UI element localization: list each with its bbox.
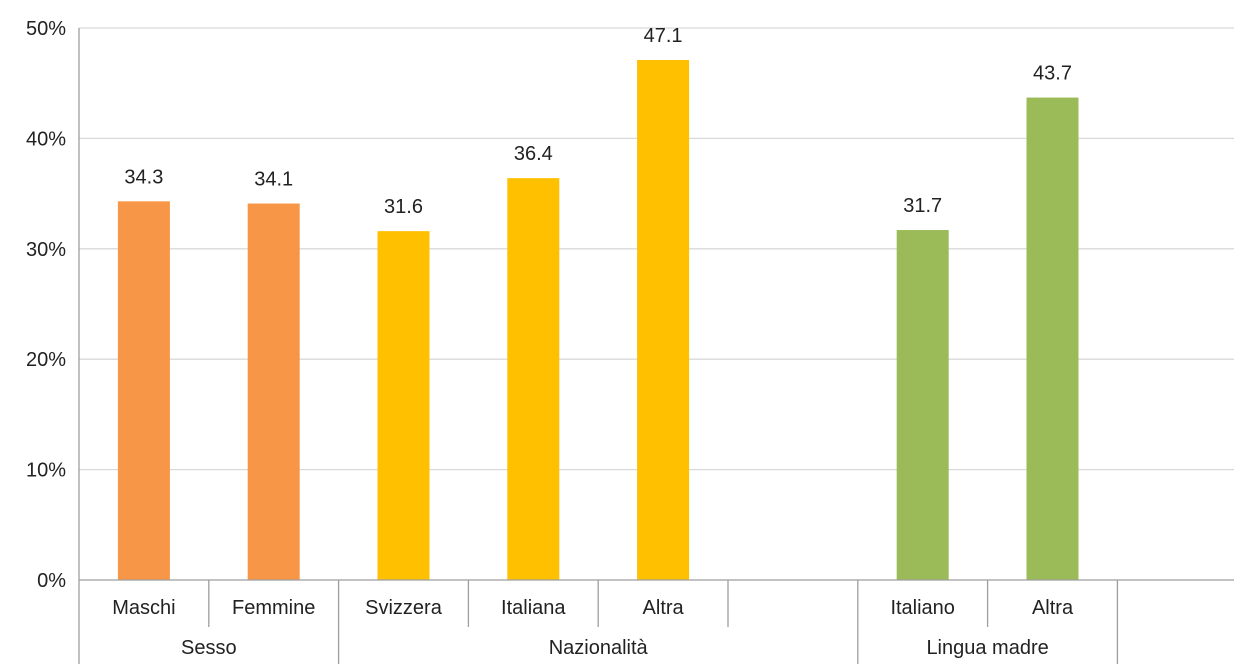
data-label: 31.6	[384, 196, 423, 218]
labels: 0% 10% 20% 30% 40% 50% 34.3 Maschi 34.1 Femmine Se…	[26, 18, 1074, 659]
y-tick-label: 30%	[26, 239, 66, 261]
bar	[247, 203, 300, 580]
data-label: 31.7	[903, 195, 942, 217]
data-label: 34.1	[254, 169, 293, 191]
category-label: Femmine	[232, 597, 315, 619]
data-label: 47.1	[644, 25, 683, 47]
category-label: Svizzera	[365, 597, 443, 619]
y-tick-label: 10%	[26, 460, 66, 482]
bar	[507, 178, 560, 581]
bar	[1026, 97, 1079, 580]
y-tick-label: 40%	[26, 128, 66, 150]
y-tick-label: 20%	[26, 349, 66, 371]
axes	[78, 28, 1234, 664]
group-label: Lingua madre	[926, 637, 1048, 659]
bar	[117, 201, 170, 580]
category-label: Italiano	[890, 597, 955, 619]
group-label: Sesso	[181, 637, 237, 659]
data-label: 34.3	[124, 166, 163, 188]
bar	[637, 60, 690, 581]
category-label: Maschi	[112, 597, 175, 619]
data-label: 43.7	[1033, 63, 1072, 85]
y-tick-label: 50%	[26, 18, 66, 40]
bar	[896, 230, 949, 581]
category-label: Altra	[1032, 597, 1074, 619]
group-label: Nazionalità	[549, 637, 649, 659]
category-label: Italiana	[501, 597, 566, 619]
bar	[377, 231, 430, 581]
category-label: Altra	[643, 597, 685, 619]
data-label: 36.4	[514, 143, 553, 165]
y-tick-label: 0%	[37, 570, 66, 592]
bars	[117, 60, 1079, 581]
